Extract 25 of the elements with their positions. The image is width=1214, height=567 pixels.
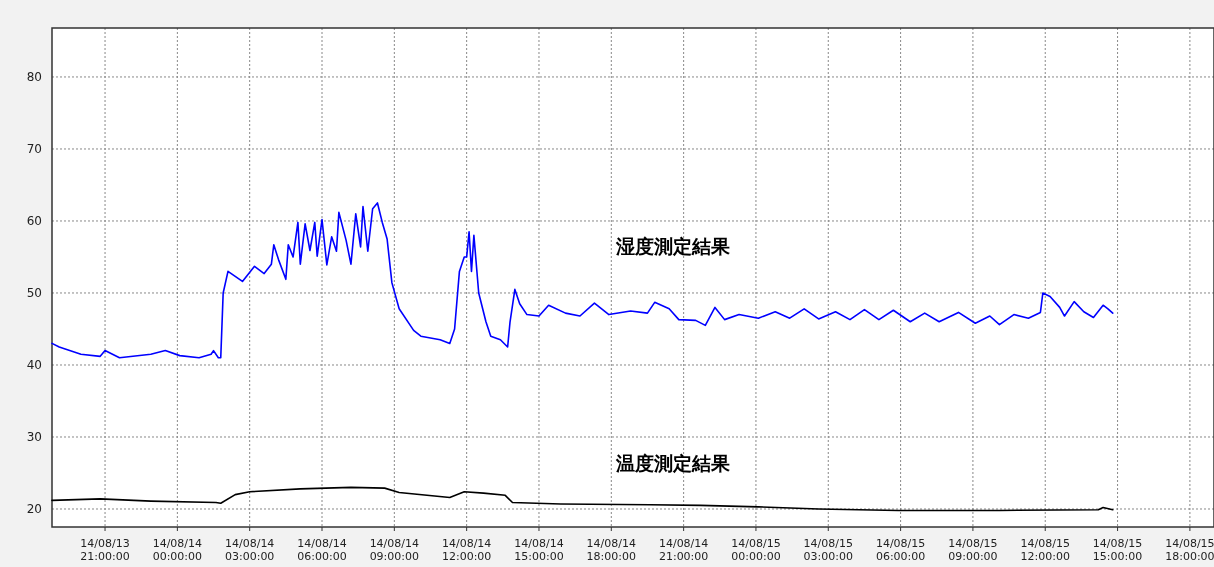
x-tick-label: 14/08/15 12:00:00 bbox=[1020, 537, 1070, 563]
x-tick-label: 14/08/14 18:00:00 bbox=[586, 537, 637, 563]
y-tick-label: 60 bbox=[26, 213, 42, 228]
series-label: 温度測定結果 bbox=[614, 452, 731, 474]
x-tick-label: 14/08/15 18:00:00 bbox=[1165, 537, 1214, 563]
y-tick-label: 40 bbox=[26, 357, 42, 372]
x-tick-label: 14/08/14 03:00:00 bbox=[224, 537, 275, 563]
x-tick-label: 14/08/14 00:00:00 bbox=[152, 537, 203, 563]
x-tick-label: 14/08/14 06:00:00 bbox=[297, 537, 347, 563]
x-tick-label: 14/08/15 15:00:00 bbox=[1092, 537, 1143, 563]
x-tick-label: 14/08/14 09:00:00 bbox=[369, 537, 420, 563]
x-tick-label: 14/08/15 06:00:00 bbox=[875, 537, 926, 563]
x-tick-label: 14/08/14 15:00:00 bbox=[514, 537, 564, 563]
y-tick-label: 80 bbox=[26, 69, 42, 84]
x-tick-label: 14/08/14 12:00:00 bbox=[441, 537, 492, 563]
text: 湿度測定結果 bbox=[614, 235, 731, 257]
x-tick-label: 14/08/15 03:00:00 bbox=[803, 537, 853, 563]
x-tick-label: 14/08/14 21:00:00 bbox=[658, 537, 709, 563]
y-tick-label: 30 bbox=[26, 429, 42, 444]
y-tick-label: 50 bbox=[26, 285, 42, 300]
y-tick-label: 20 bbox=[26, 502, 42, 516]
x-tick-label: 14/08/15 09:00:00 bbox=[948, 537, 998, 563]
x-tick-label: 14/08/15 00:00:00 bbox=[731, 537, 781, 563]
x-tick-label: 14/08/13 21:00:00 bbox=[80, 537, 130, 563]
y-tick-label: 70 bbox=[26, 141, 42, 156]
